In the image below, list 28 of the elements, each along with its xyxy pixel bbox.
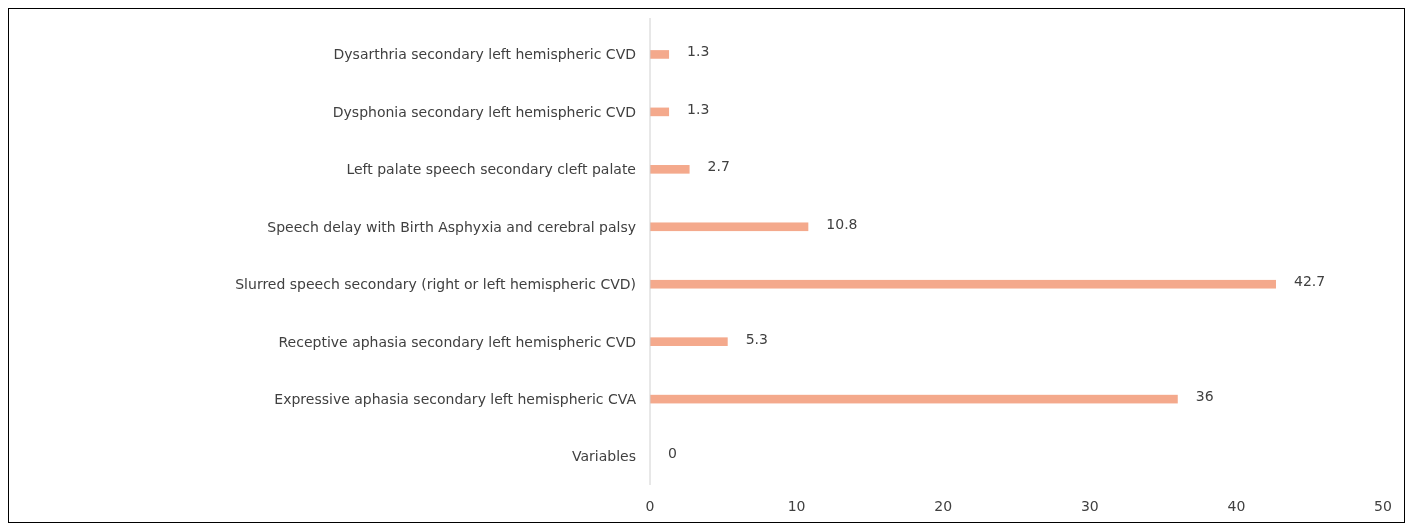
y-tick-label: Left palate speech secondary cleft palate bbox=[346, 161, 636, 178]
y-tick-label: Dysarthria secondary left hemispheric CVD bbox=[333, 46, 636, 63]
data-label: 1.3 bbox=[687, 100, 710, 117]
x-tick-label: 10 bbox=[787, 498, 806, 514]
x-tick-label: 50 bbox=[1374, 498, 1392, 514]
bar bbox=[650, 337, 728, 346]
x-tick-label: 0 bbox=[645, 498, 655, 514]
y-tick-label: Dysphonia secondary left hemispheric CVD bbox=[332, 103, 636, 120]
data-label: 2.7 bbox=[707, 158, 730, 175]
y-tick-label: Speech delay with Birth Asphyxia and cerebral palsy bbox=[267, 218, 636, 235]
x-tick-label: 30 bbox=[1080, 498, 1099, 514]
data-label: 36 bbox=[1195, 388, 1214, 405]
y-tick-label: Receptive aphasia secondary left hemispheric CVD bbox=[278, 333, 636, 350]
y-tick-label: Expressive aphasia secondary left hemispheric CVA bbox=[274, 391, 637, 408]
x-tick-label: 40 bbox=[1227, 498, 1246, 514]
data-label: 5.3 bbox=[745, 330, 768, 347]
bar bbox=[650, 165, 690, 174]
data-label: 10.8 bbox=[826, 215, 858, 232]
x-tick-label: 20 bbox=[934, 498, 953, 514]
data-label: 42.7 bbox=[1293, 273, 1326, 290]
data-label: 1.3 bbox=[687, 43, 710, 60]
bar bbox=[650, 50, 670, 59]
y-tick-label: Variables bbox=[572, 448, 636, 465]
bar bbox=[650, 279, 1276, 289]
bar bbox=[650, 394, 1178, 404]
y-tick-label: Slurred speech secondary (right or left hemispheric CVD) bbox=[235, 276, 636, 293]
bar bbox=[650, 222, 809, 232]
data-label: 0 bbox=[668, 445, 677, 462]
